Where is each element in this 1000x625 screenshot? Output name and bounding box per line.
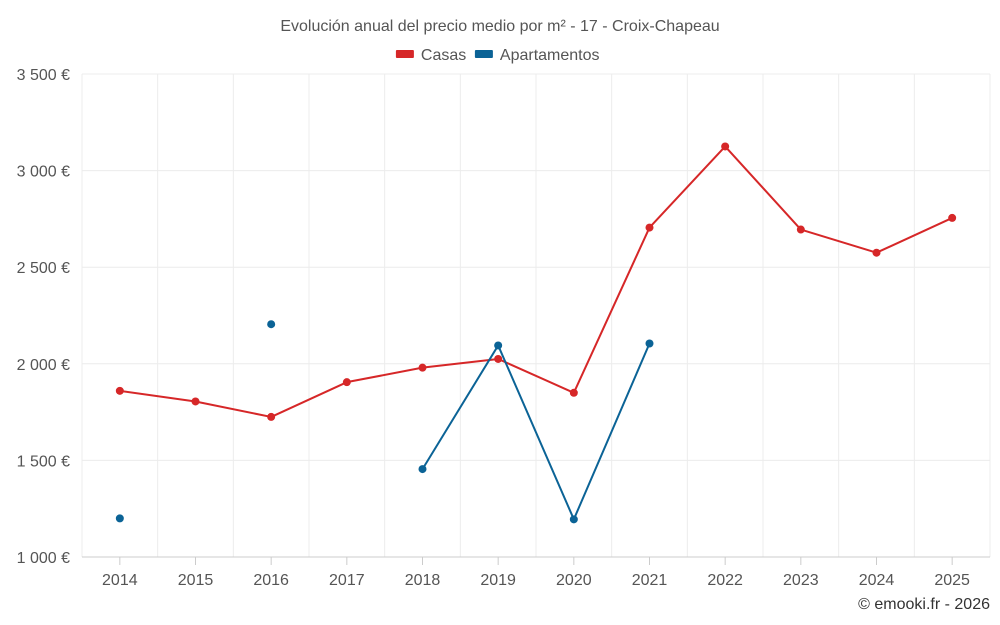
series-line-casas xyxy=(119,145,953,418)
data-point-casas xyxy=(872,248,881,257)
data-point-casas xyxy=(645,223,654,232)
axes: 1 000 € 1 500 € 2 000 € 2 500 € 3 000 € 3 500… xyxy=(17,67,990,589)
y-tick-label: 2 000 € xyxy=(17,357,70,374)
legend-label: Apartamentos xyxy=(500,47,600,64)
data-point-casas xyxy=(115,386,124,395)
data-point-casas xyxy=(948,213,957,222)
data-point-apartamentos xyxy=(267,320,276,329)
y-tick-label: 1 000 € xyxy=(17,550,70,567)
x-tick-label: 2022 xyxy=(707,572,743,589)
data-point-casas xyxy=(342,378,351,387)
data-point-apartamentos xyxy=(569,515,578,524)
legend-item-casas[interactable]: Casas xyxy=(395,47,466,64)
y-tick-label: 1 500 € xyxy=(17,453,70,470)
data-point-apartamentos xyxy=(418,465,427,474)
x-tick-label: 2017 xyxy=(329,572,365,589)
legend: Casas Apartamentos xyxy=(395,47,600,64)
x-tick-label: 2018 xyxy=(405,572,441,589)
data-point-apartamentos xyxy=(494,341,503,350)
x-tick-label: 2021 xyxy=(632,572,668,589)
data-point-casas xyxy=(569,388,578,397)
legend-swatch xyxy=(474,50,493,58)
legend-swatch xyxy=(395,50,414,58)
data-point-casas xyxy=(796,225,805,234)
data-point-casas xyxy=(191,397,200,406)
series-layer xyxy=(115,142,957,524)
x-tick-label: 2015 xyxy=(178,572,214,589)
chart-title: Evolución anual del precio medio por m² … xyxy=(280,18,719,35)
x-tick-label: 2019 xyxy=(480,572,516,589)
data-point-casas xyxy=(494,354,503,363)
data-point-casas xyxy=(418,363,427,372)
x-tick-label: 2023 xyxy=(783,572,819,589)
credit-text: © emooki.fr - 2026 xyxy=(858,596,990,613)
y-tick-label: 3 500 € xyxy=(17,67,70,84)
legend-label: Casas xyxy=(421,47,466,64)
y-tick-label: 2 500 € xyxy=(17,260,70,277)
data-point-casas xyxy=(721,142,730,151)
x-tick-label: 2014 xyxy=(102,572,138,589)
data-point-casas xyxy=(267,412,276,421)
grid xyxy=(81,73,991,557)
data-point-apartamentos xyxy=(645,339,654,348)
legend-item-apartamentos[interactable]: Apartamentos xyxy=(474,47,600,64)
x-tick-label: 2020 xyxy=(556,572,592,589)
x-tick-label: 2025 xyxy=(934,572,970,589)
x-tick-label: 2024 xyxy=(859,572,895,589)
y-tick-label: 3 000 € xyxy=(17,164,70,181)
x-tick-label: 2016 xyxy=(253,572,289,589)
series-line-apartamentos xyxy=(421,343,651,521)
data-point-apartamentos xyxy=(115,514,124,523)
